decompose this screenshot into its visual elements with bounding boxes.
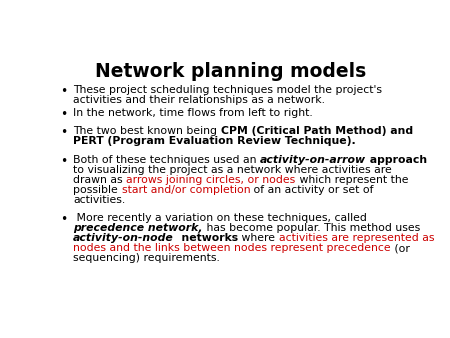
Text: These project scheduling techniques model the project's: These project scheduling techniques mode… (73, 85, 382, 95)
Text: •: • (60, 85, 68, 98)
Text: CPM (Critical Path Method) and: CPM (Critical Path Method) and (221, 126, 413, 136)
Text: More recently a variation on these techniques, called: More recently a variation on these techn… (73, 213, 367, 223)
Text: to visualizing the project as a network where activities are: to visualizing the project as a network … (73, 165, 392, 174)
Text: where: where (238, 233, 279, 243)
Text: approach: approach (366, 154, 427, 165)
Text: Network planning models: Network planning models (95, 62, 366, 81)
Text: activities are represented as: activities are represented as (279, 233, 434, 243)
Text: which represent the: which represent the (296, 174, 408, 185)
Text: precedence network,: precedence network, (73, 223, 203, 233)
Text: In the network, time flows from left to right.: In the network, time flows from left to … (73, 107, 313, 118)
Text: activity-on-arrow: activity-on-arrow (260, 154, 366, 165)
Text: activities and their relationships as a network.: activities and their relationships as a … (73, 95, 325, 105)
Text: sequencing) requirements.: sequencing) requirements. (73, 253, 220, 263)
Text: of an activity or set of: of an activity or set of (250, 185, 374, 195)
Text: has become popular. This method uses: has become popular. This method uses (203, 223, 420, 233)
Text: possible: possible (73, 185, 122, 195)
Text: activities.: activities. (73, 195, 126, 204)
Text: drawn as: drawn as (73, 174, 126, 185)
Text: The two best known being: The two best known being (73, 126, 221, 136)
Text: start and/or completion: start and/or completion (122, 185, 250, 195)
Text: •: • (60, 107, 68, 121)
Text: •: • (60, 213, 68, 226)
Text: networks: networks (174, 233, 238, 243)
Text: activity-on-node: activity-on-node (73, 233, 174, 243)
Text: PERT (Program Evaluation Review Technique).: PERT (Program Evaluation Review Techniqu… (73, 136, 356, 146)
Text: •: • (60, 126, 68, 139)
Text: •: • (60, 154, 68, 168)
Text: (or: (or (391, 243, 410, 253)
Text: arrows joining circles, or nodes: arrows joining circles, or nodes (126, 174, 296, 185)
Text: Both of these techniques used an: Both of these techniques used an (73, 154, 260, 165)
Text: nodes and the links between nodes represent precedence: nodes and the links between nodes repres… (73, 243, 391, 253)
